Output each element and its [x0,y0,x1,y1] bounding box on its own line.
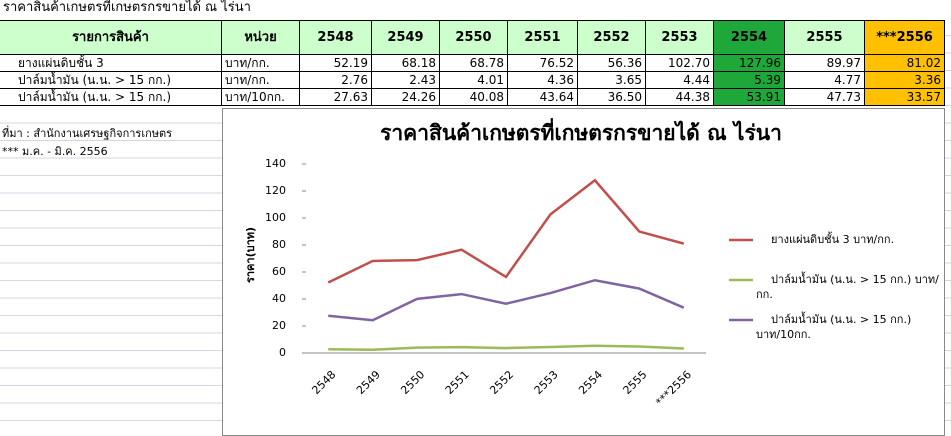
x-tick-label: ***2556 [653,368,694,409]
header-cell: 2555 [785,20,865,55]
x-tick-label: 2552 [487,368,516,397]
header-cell: 2549 [372,20,440,55]
table-cell: 127.96 [714,55,785,72]
note: ที่มา : สำนักงานเศรษฐกิจการเกษตร [2,127,173,140]
x-tick-label: 2550 [398,368,427,397]
table-cell: 43.64 [508,89,578,106]
y-tick-label: 100 [265,211,286,224]
table-cell: 4.77 [785,72,865,89]
note: *** ม.ค. - มิ.ค. 2556 [2,145,108,158]
header-cell: 2553 [646,20,714,55]
table-cell: 53.91 [714,89,785,106]
table-cell: 56.36 [578,55,646,72]
y-tick-label: 120 [265,184,286,197]
chart: ราคาสินค้าเกษตรที่เกษตรกรขายได้ ณ ไร่นา … [222,108,945,436]
table-cell: 33.57 [865,89,945,106]
table-cell: 81.02 [865,55,945,72]
header-cell: ***2556 [865,20,945,55]
table-cell: 102.70 [646,55,714,72]
legend-entry: ปาล์มน้ำมัน (น.น. > 15 กก.) บาท/10กก. [756,313,912,341]
table-cell: 47.73 [785,89,865,106]
table-cell: บาท/กก. [222,72,300,89]
table-cell: บาท/กก. [222,55,300,72]
table-cell: 3.65 [578,72,646,89]
y-tick-label: 0 [279,346,286,359]
x-tick-label: 2551 [443,368,472,397]
table-cell: บาท/10กก. [222,89,300,106]
legend-entry: ยางแผ่นดิบชั้น 3 บาท/กก. [771,233,895,246]
y-tick-label: 40 [272,292,286,305]
x-tick-label: 2548 [309,368,338,397]
x-tick-label: 2553 [532,368,561,397]
y-tick-label: 140 [265,157,286,170]
table-cell: 4.36 [508,72,578,89]
header-cell: 2550 [440,20,508,55]
chart-title: ราคาสินค้าเกษตรที่เกษตรกรขายได้ ณ ไร่นา [380,117,782,145]
table-cell: 4.44 [646,72,714,89]
y-tick-label: 20 [272,319,286,332]
y-tick-label: 60 [272,265,286,278]
table-cell: ปาล์มน้ำมัน (น.น. > 15 กก.) [0,72,222,89]
table-cell: ยางแผ่นดิบชั้น 3 [0,55,222,72]
table-cell: 2.76 [300,72,372,89]
table-cell: 52.19 [300,55,372,72]
x-tick-label: 2554 [576,368,605,397]
line-series [328,278,685,322]
table-cell: 4.01 [440,72,508,89]
chart-svg: ราคาสินค้าเกษตรที่เกษตรกรขายได้ ณ ไร่นา … [244,117,782,409]
header-cell: 2554 [714,20,785,55]
legend-entry: ปาล์มน้ำมัน (น.น. > 15 กก.) บาท/กก. [756,273,939,301]
x-tick-label: 2555 [621,368,650,397]
header-cell: หน่วย [222,20,300,55]
y-axis-label: ราคา(บาท) [244,227,257,283]
table-cell: 76.52 [508,55,578,72]
header-cell: รายการสินค้า [0,20,222,55]
table-cell: ปาล์มน้ำมัน (น.น. > 15 กก.) [0,89,222,106]
table-cell: 68.18 [372,55,440,72]
table-cell: 44.38 [646,89,714,106]
y-tick-label: 80 [272,238,286,251]
x-tick-label: 2549 [354,368,383,397]
line-series [327,178,685,284]
table-cell: 24.26 [372,89,440,106]
line-series [328,344,684,351]
table-cell: 2.43 [372,72,440,89]
table-cell: 3.36 [865,72,945,89]
table-cell: 5.39 [714,72,785,89]
sheet-title: ราคาสินค้าเกษตรที่เกษตรกรขายได้ ณ ไร่นา [0,0,951,20]
table-cell: 40.08 [440,89,508,106]
table-cell: 68.78 [440,55,508,72]
header-cell: 2552 [578,20,646,55]
header-cell: 2548 [300,20,372,55]
table-cell: 89.97 [785,55,865,72]
header-cell: 2551 [508,20,578,55]
table-cell: 27.63 [300,89,372,106]
table-cell: 36.50 [578,89,646,106]
